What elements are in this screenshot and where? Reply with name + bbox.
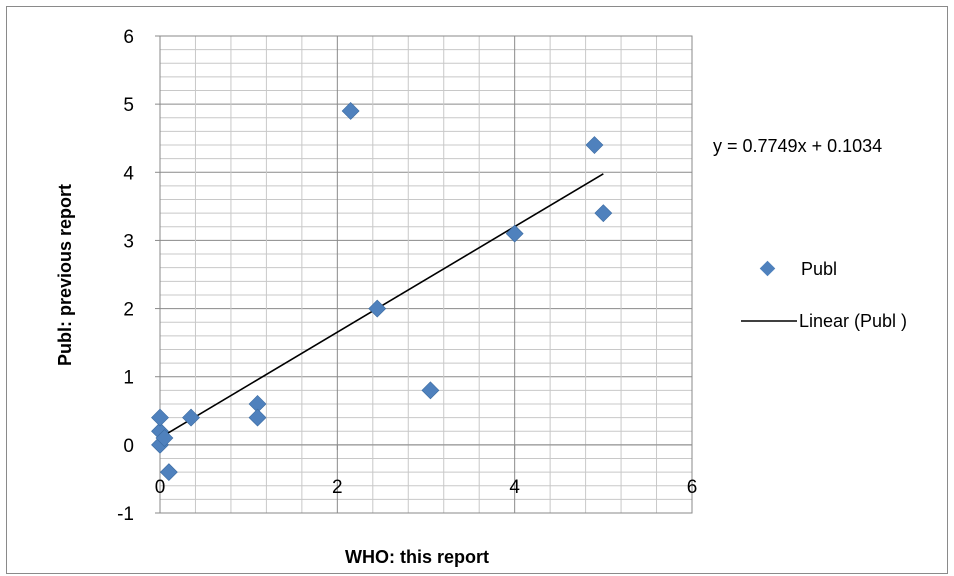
plot-area	[159, 35, 693, 514]
chart-frame	[6, 6, 948, 574]
x-tick-label: 4	[509, 477, 520, 498]
data-point	[159, 463, 178, 482]
x-tick-label: 2	[332, 477, 343, 498]
data-point	[594, 204, 613, 223]
x-tick-label: 0	[155, 477, 166, 498]
data-point	[421, 381, 440, 400]
data-point	[248, 408, 267, 427]
data-point	[505, 224, 524, 243]
y-tick-label: 5	[123, 95, 134, 116]
legend-label-linear: Linear (Publ )	[799, 311, 907, 331]
legend-label-publ: Publ	[801, 259, 837, 279]
y-tick-label: 2	[123, 300, 134, 321]
grid	[159, 35, 693, 514]
axis-ticks: -1 0 1 2 3 4 5 6 0 2 4 6	[117, 27, 697, 525]
data-points	[151, 102, 613, 482]
y-tick-label: 4	[123, 163, 134, 184]
legend: Publ Linear (Publ )	[741, 259, 907, 331]
y-tick-label: 0	[123, 436, 134, 457]
x-tick-label: 6	[687, 477, 698, 498]
trendline-equation: y = 0.7749x + 0.1034	[713, 136, 882, 156]
y-tick-label: 6	[123, 27, 134, 48]
x-axis-title: WHO: this report	[345, 547, 489, 567]
data-point	[368, 299, 387, 318]
y-axis-title: Publ: previous report	[55, 184, 75, 366]
y-tick-label: 3	[123, 231, 134, 252]
data-point	[155, 429, 174, 447]
y-tick-label: 1	[123, 368, 134, 389]
data-point	[585, 136, 604, 154]
legend-marker-publ	[759, 260, 776, 277]
data-point	[182, 408, 200, 427]
y-tick-label: -1	[117, 504, 134, 525]
data-point	[151, 408, 169, 427]
data-point	[341, 102, 360, 120]
